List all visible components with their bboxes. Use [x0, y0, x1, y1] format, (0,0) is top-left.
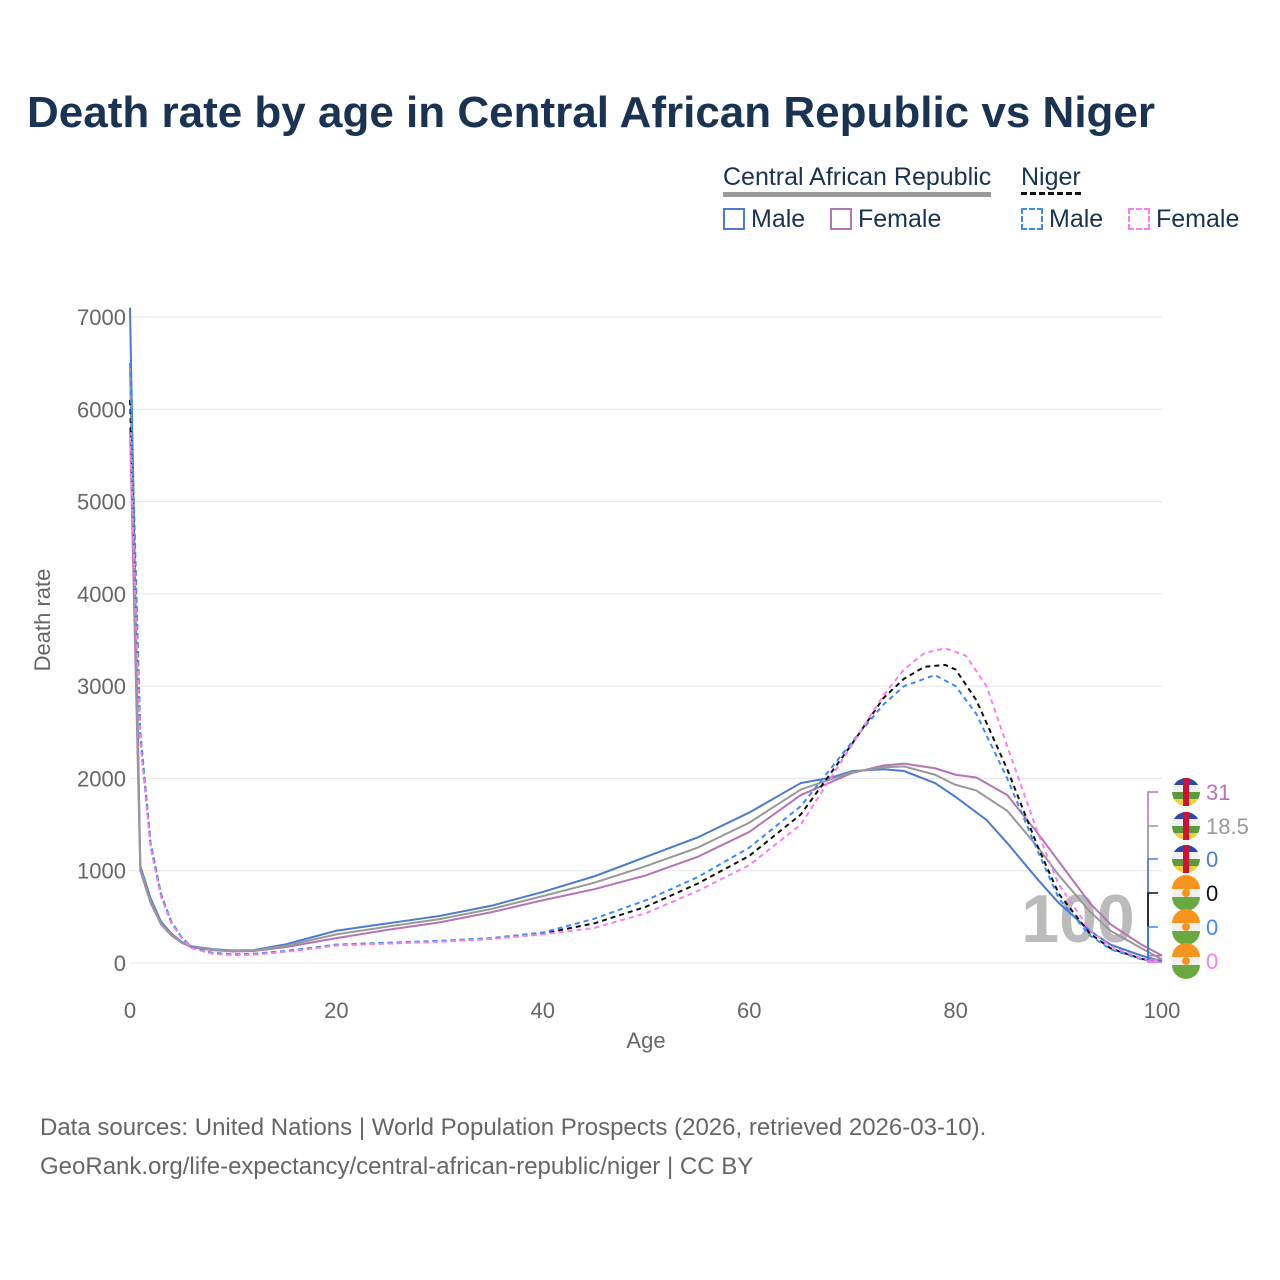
- legend-car-female[interactable]: Female: [830, 205, 941, 234]
- label-connector: [1147, 791, 1162, 957]
- flag-stripe: [1172, 965, 1200, 979]
- y-tick-label: 4000: [77, 582, 126, 607]
- x-tick-label: 40: [531, 998, 555, 1023]
- series-line: [129, 367, 1163, 961]
- legend-car-male[interactable]: Male: [723, 205, 805, 234]
- y-tick-label: 6000: [77, 397, 126, 422]
- legend-swatch: [1128, 208, 1150, 230]
- label-connector: [1147, 960, 1162, 963]
- x-tick-label: 0: [124, 998, 136, 1023]
- label-connector: [1147, 926, 1162, 963]
- flag-stripe: [1172, 909, 1200, 923]
- legend-label: Male: [751, 205, 806, 233]
- y-tick-label: 5000: [77, 490, 126, 515]
- flag-stripe: [1183, 778, 1189, 806]
- legend-label: Female: [1156, 205, 1240, 233]
- legend-group-car: Central African Republic: [723, 163, 992, 197]
- y-axis-label: Death rate: [30, 569, 55, 672]
- series-line: [129, 400, 1163, 964]
- chart-title: Death rate by age in Central African Rep…: [27, 88, 1156, 137]
- series-line: [129, 363, 1163, 964]
- end-value-label: 0: [1206, 881, 1218, 906]
- legend-label: Female: [858, 205, 942, 233]
- series-line: [129, 436, 1163, 964]
- x-tick-label: 80: [943, 998, 967, 1023]
- legend-label: Male: [1049, 205, 1104, 233]
- y-tick-label: 2000: [77, 766, 126, 791]
- legend-swatch: [1021, 208, 1043, 230]
- x-tick-label: 100: [1144, 998, 1181, 1023]
- x-tick-label: 20: [324, 998, 348, 1023]
- y-tick-label: 3000: [77, 674, 126, 699]
- flag-disc: [1182, 923, 1190, 931]
- legend-group-niger: Niger: [1021, 163, 1081, 195]
- label-connector: [1147, 858, 1162, 962]
- legend-niger-female[interactable]: Female: [1128, 205, 1239, 234]
- source-line-2: GeoRank.org/life-expectancy/central-afri…: [40, 1153, 754, 1180]
- legend-niger-male[interactable]: Male: [1021, 205, 1103, 234]
- y-tick-label: 0: [114, 951, 126, 976]
- series-line: [129, 307, 1163, 963]
- flag-stripe: [1183, 812, 1189, 840]
- legend-swatch: [723, 208, 745, 230]
- end-value-label: 0: [1206, 915, 1218, 940]
- flag-disc: [1182, 889, 1190, 897]
- flag-stripe: [1172, 875, 1200, 889]
- source-line-1: Data sources: United Nations | World Pop…: [40, 1114, 987, 1141]
- y-tick-label: 7000: [77, 305, 126, 330]
- legend-swatch: [830, 208, 852, 230]
- flag-stripe: [1172, 897, 1200, 911]
- x-axis-label: Age: [626, 1028, 665, 1053]
- end-value-label: 31: [1206, 780, 1230, 805]
- end-value-label: 0: [1206, 847, 1218, 872]
- series-line: [129, 427, 1163, 957]
- flag-stripe: [1183, 845, 1189, 873]
- end-value-label: 0: [1206, 949, 1218, 974]
- end-value-label: 18.5: [1206, 814, 1249, 839]
- y-tick-label: 1000: [77, 859, 126, 884]
- flag-stripe: [1172, 931, 1200, 945]
- x-tick-label: 60: [737, 998, 761, 1023]
- flag-disc: [1182, 957, 1190, 965]
- flag-stripe: [1172, 943, 1200, 957]
- source-note: Data sources: United Nations | World Pop…: [40, 1108, 986, 1186]
